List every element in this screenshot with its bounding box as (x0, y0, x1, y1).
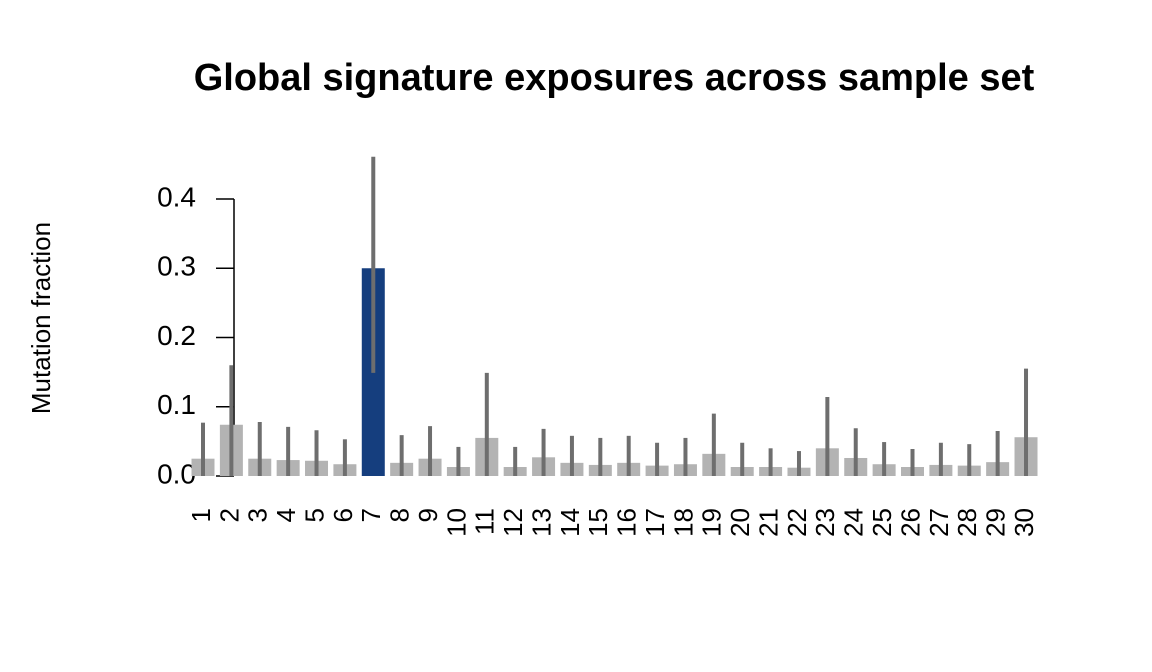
x-tick-label: 5 (299, 508, 329, 522)
x-tick-label: 20 (725, 508, 755, 537)
y-tick-label: 0.3 (157, 251, 196, 282)
chart-title: Global signature exposures across sample… (194, 57, 1035, 99)
y-tick-label: 0.4 (157, 181, 196, 212)
x-tick-label: 24 (839, 508, 869, 537)
x-tick-label: 21 (753, 508, 783, 537)
x-tick-label: 26 (895, 508, 925, 537)
y-tick-label: 0.2 (157, 320, 196, 351)
x-tick-label: 13 (526, 508, 556, 537)
y-axis-label: Mutation fraction (26, 222, 56, 414)
x-tick-label: 25 (867, 508, 897, 537)
x-tick-label: 18 (668, 508, 698, 537)
x-tick-label: 28 (952, 508, 982, 537)
x-tick-label: 4 (271, 508, 301, 522)
x-tick-label: 11 (470, 508, 500, 535)
x-tick-label: 7 (356, 508, 386, 522)
x-tick-label: 15 (583, 508, 613, 537)
x-tick-label: 23 (810, 508, 840, 537)
x-tick-label: 14 (555, 508, 585, 537)
x-tick-label: 29 (981, 508, 1011, 537)
x-tick-label: 19 (697, 508, 727, 537)
x-tick-label: 27 (924, 508, 954, 537)
x-tick-label: 22 (782, 508, 812, 537)
y-tick-label: 0.1 (157, 389, 196, 420)
x-tick-label: 12 (498, 508, 528, 537)
x-tick-label: 2 (214, 508, 244, 522)
x-tick-label: 1 (186, 508, 216, 522)
x-tick-label: 8 (385, 508, 415, 522)
x-tick-label: 9 (413, 508, 443, 522)
x-tick-label: 3 (243, 508, 273, 522)
x-tick-label: 30 (1009, 508, 1039, 537)
x-tick-label: 6 (328, 508, 358, 522)
y-tick-label: 0.0 (157, 458, 196, 489)
x-tick-label: 10 (441, 508, 471, 537)
x-tick-label: 16 (612, 508, 642, 537)
x-tick-label: 17 (640, 508, 670, 537)
